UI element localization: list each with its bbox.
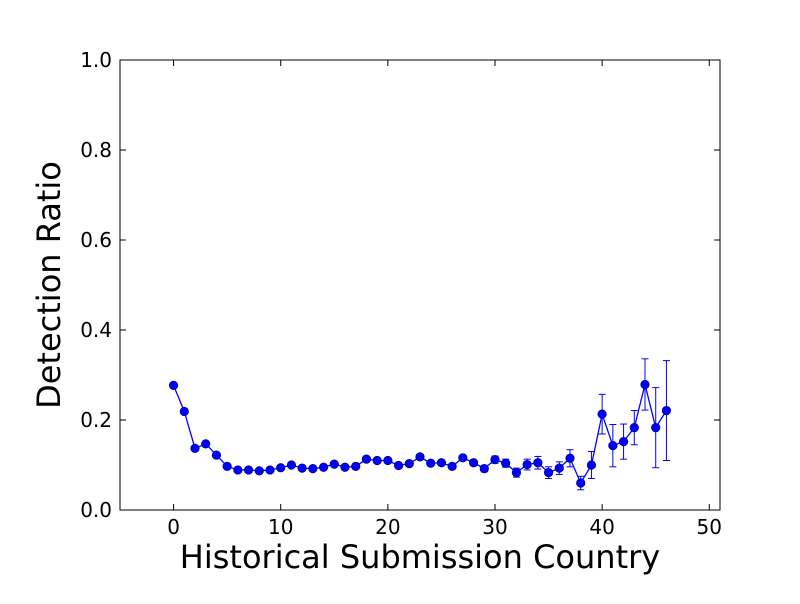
y-tick-label: 0.2 [80,408,112,432]
data-point [618,436,629,447]
data-point [522,459,532,470]
data-point [404,459,414,469]
data-point [661,405,672,416]
data-point [543,468,554,478]
x-tick-label: 30 [482,515,507,539]
x-tick-label: 50 [697,515,722,539]
data-point [608,441,618,451]
data-point [554,463,564,473]
data-point [651,423,661,433]
data-point [351,461,361,471]
data-point [201,439,211,449]
data-point [211,450,222,460]
data-point [586,460,597,470]
data-point [447,461,457,471]
data-point [490,454,500,465]
data-point [533,458,543,468]
data-point [168,380,179,390]
data-point [372,455,382,466]
y-axis-title: Detection Ratio [30,161,68,409]
data-point [276,463,286,473]
data-point [297,463,307,473]
data-point [361,454,372,464]
data-point [468,458,479,468]
data-point [511,468,522,478]
data-point [565,453,575,463]
data-point [479,463,489,474]
plot-frame [119,59,721,511]
plot-area [120,60,720,510]
x-axis-title: Historical Submission Country [180,538,660,576]
data-point [458,453,468,463]
data-point [254,466,264,476]
data-point [426,458,436,468]
data-point [233,465,243,475]
data-point [308,463,318,474]
y-tick-label: 0.8 [80,138,112,162]
tick-labels-layer: 0 10 20 30 40 50 0.0 0.2 0.4 0.6 0.8 1.0 [80,48,722,539]
data-point [393,460,404,471]
x-tick-label: 40 [589,515,614,539]
y-tick-label: 1.0 [80,48,112,72]
data-point [501,458,511,468]
y-tick-label: 0.6 [80,228,112,252]
data-point [383,455,393,466]
data-point [436,458,447,468]
y-tick-label: 0.4 [80,318,112,342]
data-point [243,465,254,475]
x-tick-label: 20 [375,515,400,539]
data-point [576,478,586,488]
ticks-layer [120,59,720,511]
data-point [629,423,639,433]
data-point [190,443,200,453]
data-point [179,406,189,417]
data-point [286,460,297,470]
y-tick-label: 0.0 [80,498,112,522]
markers-layer [168,379,672,488]
x-tick-label: 0 [167,515,180,539]
data-point [318,462,329,472]
data-point [265,465,275,475]
data-point [340,462,350,472]
x-tick-label: 10 [268,515,293,539]
data-point [597,409,607,419]
data-point [640,379,650,390]
data-point [415,452,425,462]
data-point [329,459,339,469]
data-point [222,461,232,471]
